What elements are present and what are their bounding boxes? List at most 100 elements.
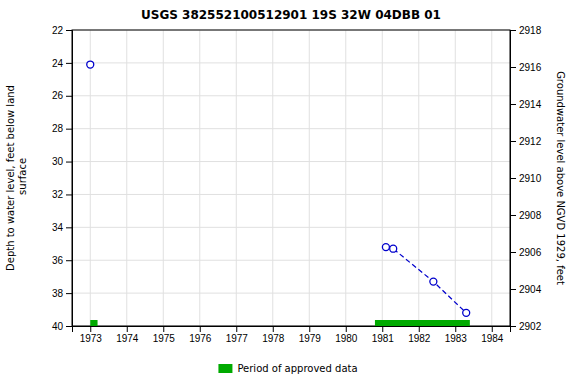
tick-mark xyxy=(66,326,72,327)
point xyxy=(382,244,389,251)
tick-label: 1973 xyxy=(80,333,103,344)
tick-mark xyxy=(66,63,72,64)
axis-line xyxy=(73,327,511,333)
tick: 2902 xyxy=(510,321,542,332)
tick-label: 2902 xyxy=(519,321,542,332)
tick-label: 1977 xyxy=(226,333,249,344)
tick: 24 xyxy=(52,58,72,69)
tick: 2910 xyxy=(510,173,542,184)
tick: 22 xyxy=(52,25,72,36)
tick-mark xyxy=(510,178,516,179)
grid-line-x xyxy=(345,30,346,326)
tick: 30 xyxy=(52,156,72,167)
point xyxy=(87,61,94,68)
tick-label: 1979 xyxy=(299,333,322,344)
x-axis: 1973 1974 1975 1976 1977 1978 1979 1980 1981 1982… xyxy=(73,326,511,344)
tick-label: 2906 xyxy=(519,247,542,258)
tick-label: 26 xyxy=(52,90,64,101)
tick-mark xyxy=(510,141,516,142)
tick-mark xyxy=(455,326,456,332)
tick-label: 28 xyxy=(52,123,64,134)
tick: 1977 xyxy=(226,326,249,344)
tick: 1973 xyxy=(80,326,103,344)
tick-mark xyxy=(510,215,516,216)
marks xyxy=(87,61,470,326)
tick-label: 32 xyxy=(52,189,64,200)
legend-item: Period of approved data xyxy=(218,363,357,374)
tick-label: 1984 xyxy=(481,333,504,344)
tick-label: 2904 xyxy=(519,284,542,295)
tick: 28 xyxy=(52,123,72,134)
tick-label: 1983 xyxy=(445,333,468,344)
approved-period xyxy=(90,320,97,326)
tick-label: 30 xyxy=(52,156,64,167)
tick-label: 2912 xyxy=(519,136,542,147)
tick-mark xyxy=(127,326,128,332)
tick-label: 34 xyxy=(52,222,64,233)
tick-mark xyxy=(382,326,383,332)
tick-label: 38 xyxy=(52,288,64,299)
tick-label: 1980 xyxy=(335,333,358,344)
tick: 1983 xyxy=(445,326,468,344)
tick-mark xyxy=(273,326,274,332)
tick-mark xyxy=(236,326,237,332)
grid-line-x xyxy=(455,30,456,326)
tick-label: 2916 xyxy=(519,62,542,73)
tick-mark xyxy=(510,289,516,290)
tick-mark xyxy=(346,326,347,332)
grid-line-y xyxy=(72,95,510,96)
tick-label: 1974 xyxy=(116,333,139,344)
tick-mark xyxy=(66,129,72,130)
tick-label: 2918 xyxy=(519,25,542,36)
point xyxy=(463,309,470,316)
tick-mark xyxy=(66,227,72,228)
legend: Period of approved data xyxy=(218,363,357,374)
tick-label: 36 xyxy=(52,255,64,266)
tick-mark xyxy=(309,326,310,332)
tick-mark xyxy=(510,104,516,105)
tick-mark xyxy=(66,96,72,97)
tick-mark xyxy=(66,162,72,163)
tick: 26 xyxy=(52,90,72,101)
tick: 2914 xyxy=(510,99,542,110)
legend-label: Period of approved data xyxy=(237,363,357,374)
approved-period xyxy=(375,320,470,326)
tick-mark xyxy=(492,326,493,332)
tick-mark xyxy=(510,67,516,68)
grid-line-x xyxy=(163,30,164,326)
point xyxy=(430,278,437,285)
tick: 1978 xyxy=(262,326,285,344)
tick-mark xyxy=(510,252,516,253)
grid-line-x xyxy=(272,30,273,326)
tick: 1976 xyxy=(189,326,212,344)
tick: 2912 xyxy=(510,136,542,147)
tick-label: 24 xyxy=(52,58,64,69)
axis-line xyxy=(511,31,517,327)
tick: 1979 xyxy=(299,326,322,344)
grid-line-x xyxy=(418,30,419,326)
line xyxy=(386,247,466,313)
tick-label: 2914 xyxy=(519,99,542,110)
y-axis: 22242628303234363840 xyxy=(52,25,73,332)
tick: 1984 xyxy=(481,326,504,344)
y2-axis-title: Groundwater level above NGVD 1929, feet xyxy=(555,71,566,285)
tick-label: 1982 xyxy=(408,333,431,344)
tick-mark xyxy=(510,30,516,31)
tick: 1975 xyxy=(153,326,176,344)
tick: 36 xyxy=(52,255,72,266)
tick: 34 xyxy=(52,222,72,233)
grid-line-x xyxy=(236,30,237,326)
tick: 2916 xyxy=(510,62,542,73)
tick: 2906 xyxy=(510,247,542,258)
legend-swatch xyxy=(218,364,232,373)
tick: 2908 xyxy=(510,210,542,221)
tick: 38 xyxy=(52,288,72,299)
grid-line-x xyxy=(90,30,91,326)
grid xyxy=(72,30,510,326)
grid-line-y xyxy=(72,62,510,63)
grid-line-y xyxy=(72,227,510,228)
tick: 1981 xyxy=(372,326,395,344)
axis-line xyxy=(66,31,73,327)
tick: 2918 xyxy=(510,25,542,36)
grid-line-y xyxy=(72,260,510,261)
